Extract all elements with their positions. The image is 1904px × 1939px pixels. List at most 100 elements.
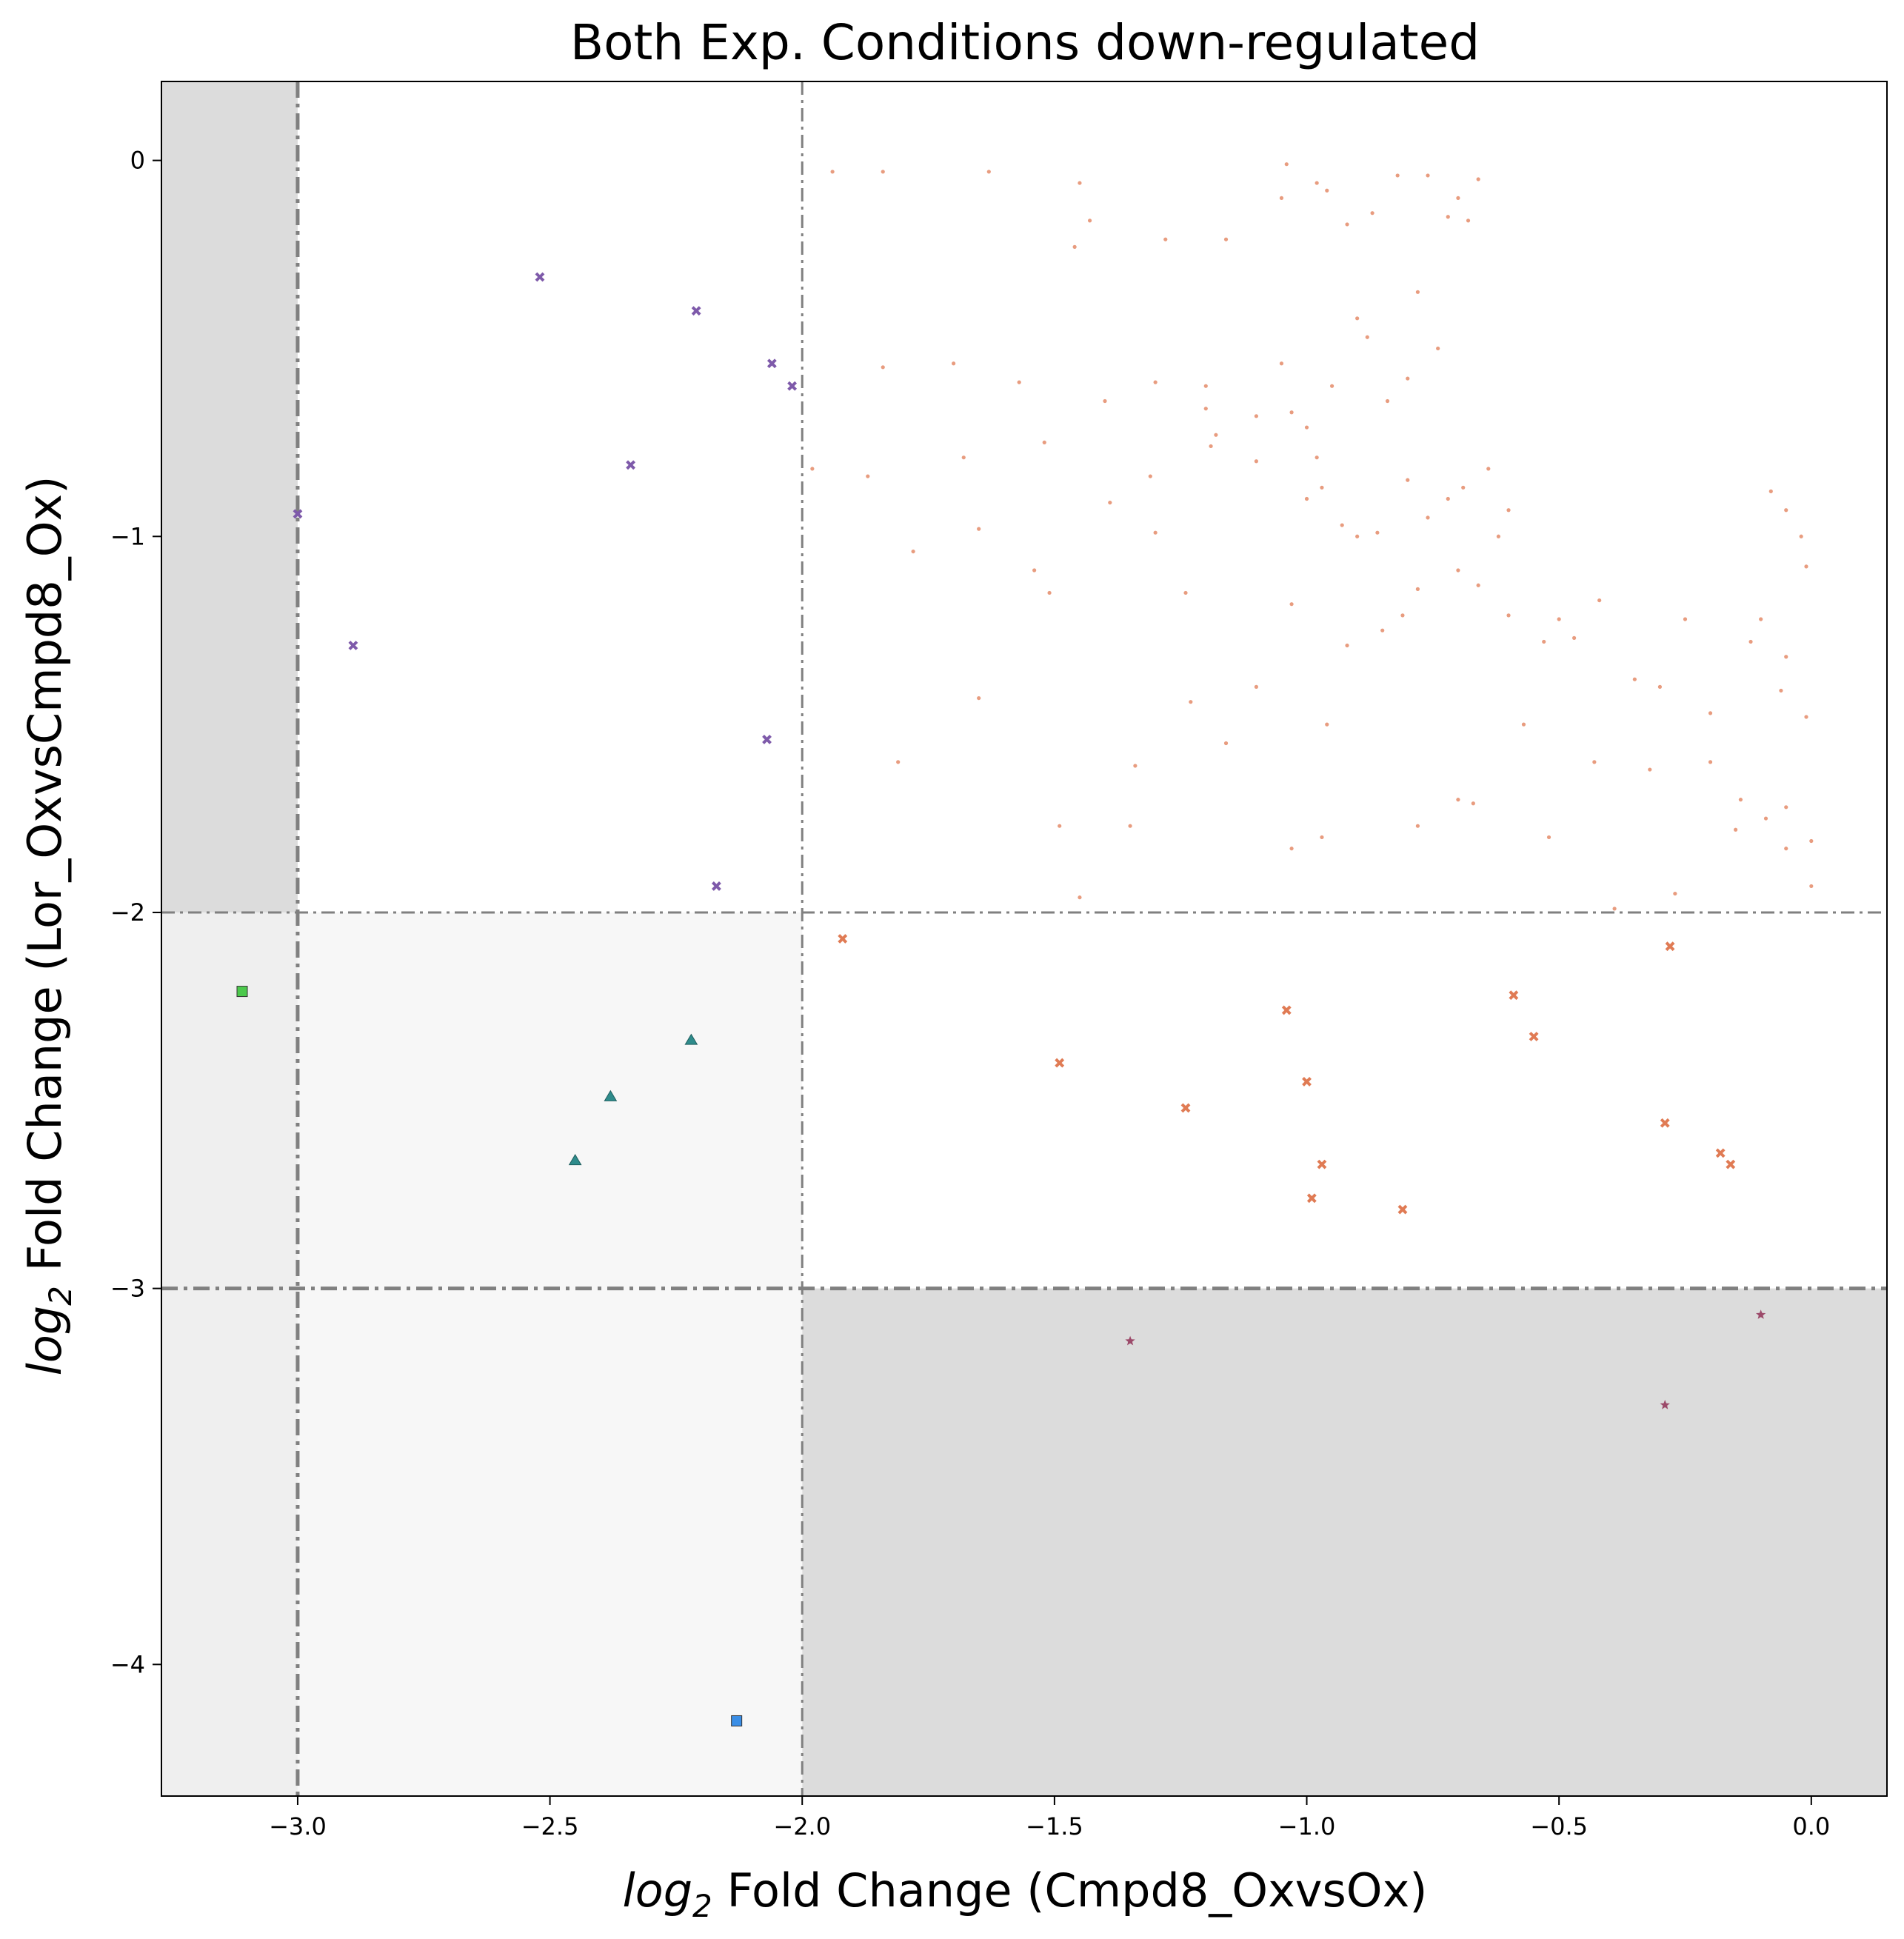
point-s1-5	[293, 509, 303, 519]
point-s0-116	[1804, 564, 1808, 569]
point-s0-12	[1345, 222, 1349, 227]
shaded-region-1	[802, 1288, 1887, 1796]
point-s0-105	[1809, 884, 1814, 889]
point-s0-28	[1254, 414, 1258, 418]
point-s1-7	[762, 735, 772, 744]
point-s0-60	[911, 549, 915, 554]
point-s0-119	[1768, 489, 1773, 493]
point-s6-0	[1125, 1335, 1135, 1346]
y-tick-label-2: −2	[110, 898, 145, 927]
point-s0-110	[1708, 711, 1713, 715]
point-s2-13	[1726, 1159, 1736, 1169]
point-s0-9	[1279, 196, 1284, 200]
point-s0-113	[1597, 598, 1602, 603]
point-s0-102	[1784, 805, 1788, 810]
point-s0-21	[952, 361, 956, 366]
point-s0-13	[1370, 211, 1374, 216]
chart-title: Both Exp. Conditions down-regulated	[570, 14, 1480, 71]
point-s0-111	[1657, 684, 1663, 689]
point-s0-55	[1446, 496, 1450, 501]
point-s0-72	[1415, 587, 1420, 591]
point-s3-2	[568, 1154, 582, 1166]
x-tick-label-5: −0.5	[1530, 1812, 1588, 1840]
point-s0-56	[1461, 485, 1466, 490]
point-s0-5	[1072, 244, 1077, 249]
point-s0-77	[1542, 639, 1546, 644]
x-tick-label-3: −1.5	[1026, 1812, 1083, 1840]
point-s1-1	[691, 306, 701, 316]
point-s0-76	[1521, 722, 1526, 727]
x-axis-label-rest: Fold Change (Cmpd8_OxvsOx)	[712, 1863, 1428, 1918]
threshold-lines	[161, 81, 1887, 1796]
point-s0-38	[1415, 290, 1420, 294]
point-s0-29	[1279, 361, 1284, 366]
point-s1-4	[626, 460, 636, 470]
point-s0-97	[1673, 891, 1677, 896]
x-tick-label-2: −2.0	[773, 1812, 831, 1840]
point-s0-2	[986, 170, 991, 174]
point-s0-17	[1456, 196, 1460, 200]
point-s0-1	[881, 170, 885, 174]
point-s2-11	[1660, 1118, 1670, 1128]
point-s4-0	[236, 986, 248, 998]
point-s1-3	[787, 381, 798, 391]
point-s0-42	[961, 455, 966, 460]
point-s2-2	[1180, 1103, 1191, 1113]
point-s0-104	[1809, 838, 1814, 844]
x-axis-label: log2 Fold Change (Cmpd8_OxvsOx)	[623, 1863, 1428, 1924]
point-s0-68	[1325, 722, 1329, 727]
point-s0-70	[1380, 628, 1385, 633]
point-s0-80	[896, 760, 901, 764]
x-tick-label-4: −1.0	[1278, 1812, 1336, 1840]
point-s0-8	[1284, 162, 1289, 167]
point-s0-27	[1214, 433, 1218, 437]
y-axis-ticks: 0 −1 −2 −3 −4	[110, 147, 161, 1678]
point-s0-50	[1340, 523, 1344, 527]
point-s0-20	[881, 365, 885, 370]
point-s0-109	[1748, 639, 1753, 644]
point-s0-95	[1612, 907, 1617, 911]
point-s0-30	[1289, 410, 1294, 415]
point-s0-79	[1572, 635, 1577, 640]
point-s0-93	[1546, 835, 1551, 840]
point-s0-49	[1320, 485, 1324, 490]
point-s0-106	[1804, 715, 1808, 719]
point-s2-0	[838, 934, 848, 944]
point-s0-57	[1486, 467, 1491, 471]
point-s0-92	[1471, 801, 1475, 806]
point-s0-33	[1329, 384, 1335, 388]
point-s0-46	[1209, 444, 1213, 449]
point-s0-118	[1784, 508, 1788, 513]
point-s0-114	[1683, 617, 1688, 621]
point-s0-75	[1506, 613, 1511, 618]
data-points	[236, 162, 1814, 1726]
point-s0-19	[1476, 177, 1480, 181]
plot-frame	[161, 81, 1888, 1797]
point-s2-1	[1055, 1058, 1065, 1068]
point-s0-87	[1223, 741, 1229, 746]
point-s0-10	[1315, 181, 1319, 185]
point-s2-7	[1397, 1204, 1408, 1215]
point-s0-58	[1496, 534, 1501, 538]
point-s0-63	[1047, 590, 1052, 595]
x-axis-ticks: −3.0 −2.5 −2.0 −1.5 −1.0 −0.5 0.0	[269, 1796, 1830, 1840]
point-s0-83	[1078, 895, 1082, 900]
point-s0-16	[1446, 215, 1450, 219]
point-s0-99	[1734, 827, 1738, 832]
point-s0-84	[1128, 824, 1132, 828]
point-s0-53	[1406, 478, 1410, 482]
y-axis-label-rest: Fold Change (Lor_OxvsCmpd8_Ox)	[18, 476, 72, 1286]
x-tick-label-0: −3.0	[269, 1812, 327, 1840]
point-s0-26	[1203, 407, 1208, 411]
point-s6-2	[1756, 1309, 1766, 1319]
point-s0-91	[1456, 798, 1460, 802]
point-s0-37	[1406, 376, 1410, 381]
point-s3-0	[684, 1033, 698, 1045]
point-s0-25	[1203, 384, 1208, 388]
x-axis-label-prefix: log	[623, 1863, 693, 1918]
point-s0-14	[1395, 173, 1400, 178]
point-s0-45	[1148, 474, 1152, 478]
point-s2-6	[1306, 1193, 1317, 1204]
point-s0-94	[1592, 760, 1597, 764]
